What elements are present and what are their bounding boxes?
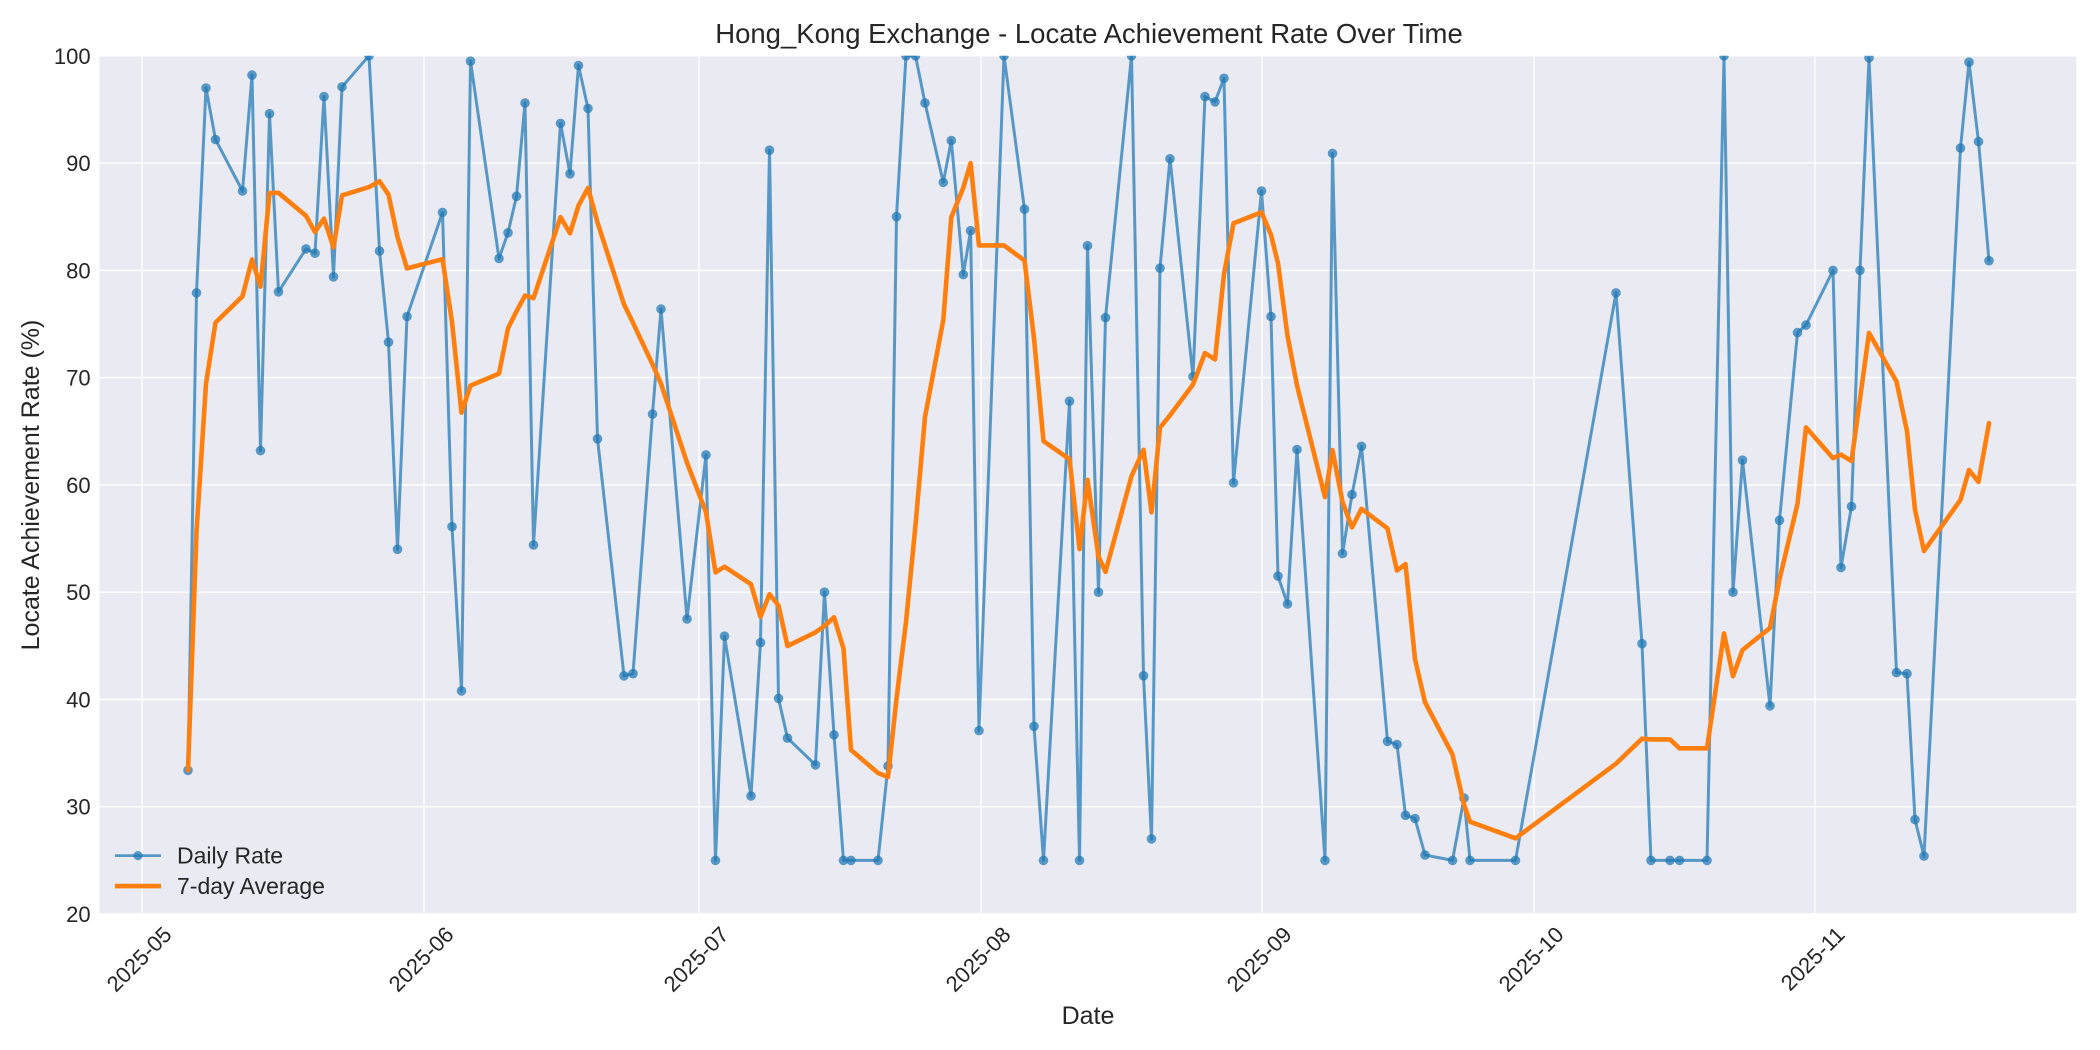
svg-text:Date: Date: [1062, 1002, 1115, 1030]
svg-text:100: 100: [54, 44, 91, 69]
svg-text:50: 50: [66, 580, 90, 605]
svg-text:80: 80: [66, 258, 90, 283]
svg-text:7-day Average: 7-day Average: [177, 873, 325, 899]
svg-text:Daily Rate: Daily Rate: [177, 843, 283, 869]
svg-text:Locate Achievement Rate (%): Locate Achievement Rate (%): [17, 320, 45, 651]
svg-text:90: 90: [66, 151, 90, 176]
svg-text:Hong_Kong Exchange - Locate Ac: Hong_Kong Exchange - Locate Achievement …: [715, 18, 1463, 49]
svg-text:70: 70: [66, 366, 90, 391]
svg-text:60: 60: [66, 473, 90, 498]
svg-text:40: 40: [66, 688, 90, 713]
svg-text:20: 20: [66, 902, 90, 927]
svg-text:30: 30: [66, 795, 90, 820]
